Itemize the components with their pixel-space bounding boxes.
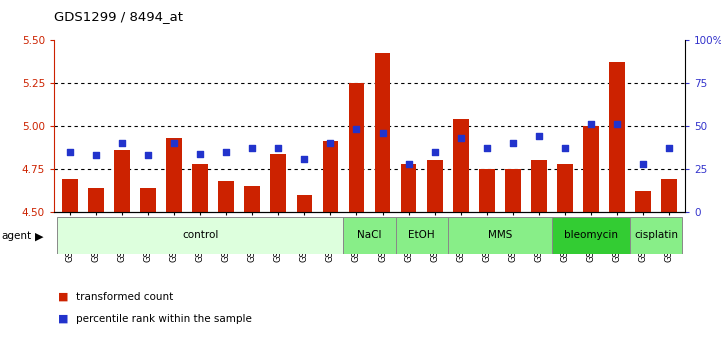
Text: MMS: MMS [487,230,512,240]
Bar [375,53,390,212]
Bar [583,126,599,212]
Point [247,146,258,151]
Text: agent: agent [1,231,32,241]
Bar [296,195,312,212]
Bar [218,181,234,212]
Point [221,149,232,155]
Bar [114,150,130,212]
Point [298,156,310,161]
Bar [57,217,343,254]
Point [273,146,284,151]
Point [377,130,389,136]
Text: EtOH: EtOH [408,230,435,240]
Point [64,149,76,155]
Text: transformed count: transformed count [76,292,173,302]
Text: control: control [182,230,218,240]
Point [481,146,492,151]
Text: cisplatin: cisplatin [634,230,678,240]
Bar [557,164,573,212]
Text: ▶: ▶ [35,231,43,241]
Bar [609,62,625,212]
Text: NaCl: NaCl [358,230,381,240]
Bar [193,164,208,212]
Point [116,140,128,146]
Bar [427,160,443,212]
Text: ■: ■ [58,292,68,302]
Bar [635,191,651,212]
Point [194,151,205,156]
Bar [505,169,521,212]
Point [585,121,597,127]
Bar [88,188,104,212]
Bar [62,179,78,212]
Point [403,161,415,167]
Text: bleomycin: bleomycin [564,230,618,240]
Bar [166,138,182,212]
Point [324,140,336,146]
Bar [396,217,448,254]
Point [559,146,571,151]
Bar [552,217,630,254]
Point [142,152,154,158]
Point [168,140,180,146]
Bar [140,188,156,212]
Bar [630,217,682,254]
Text: ■: ■ [58,314,68,324]
Bar [479,169,495,212]
Point [611,121,623,127]
Bar [531,160,547,212]
Bar [270,154,286,212]
Text: GDS1299 / 8494_at: GDS1299 / 8494_at [54,10,183,23]
Bar [453,119,469,212]
Bar [448,217,552,254]
Bar [401,164,417,212]
Point [350,127,362,132]
Bar [244,186,260,212]
Bar [343,217,396,254]
Point [663,146,675,151]
Bar [322,141,338,212]
Point [90,152,102,158]
Bar [661,179,677,212]
Point [507,140,518,146]
Point [455,135,466,141]
Point [534,134,545,139]
Point [637,161,649,167]
Bar [349,83,364,212]
Text: percentile rank within the sample: percentile rank within the sample [76,314,252,324]
Point [429,149,441,155]
